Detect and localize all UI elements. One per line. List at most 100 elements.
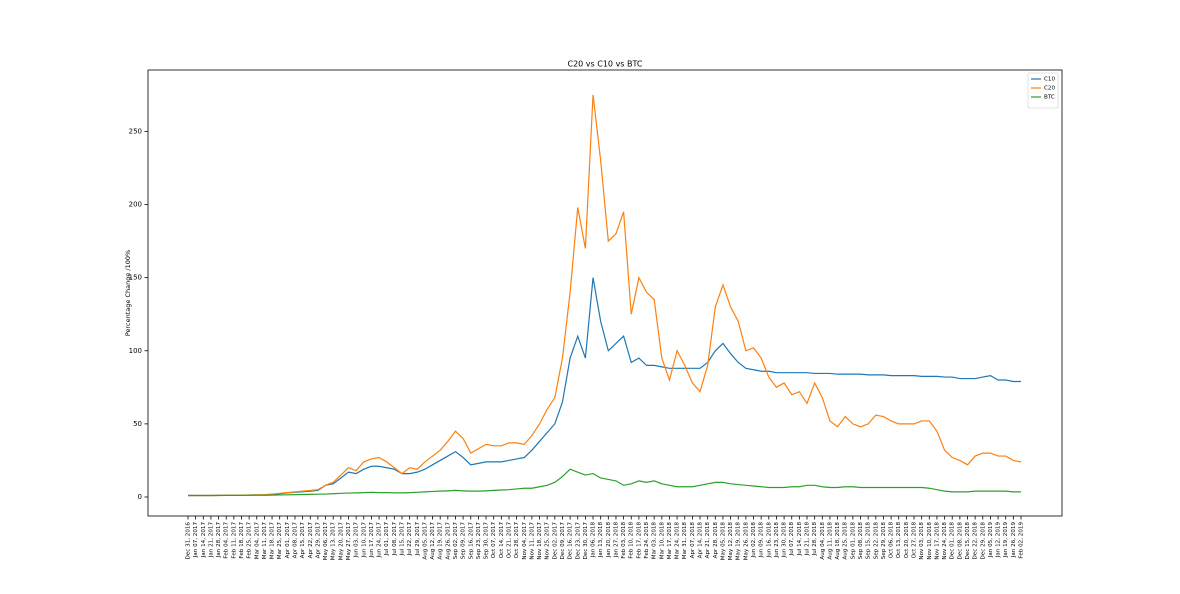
x-tick-label: Jul 15, 2017 — [399, 522, 405, 557]
x-tick-label: Apr 01, 2017 — [285, 522, 291, 559]
x-tick-label: Dec 30, 2017 — [583, 522, 589, 560]
x-tick-label: Sep 02, 2017 — [453, 522, 459, 560]
x-tick-label: Jun 02, 2018 — [751, 522, 757, 559]
x-tick-label: Sep 22, 2018 — [873, 522, 879, 560]
plot-frame — [147, 69, 1063, 517]
y-tick-label: 250 — [129, 127, 142, 135]
x-tick-label: Mar 10, 2018 — [659, 522, 665, 560]
x-tick-label: Feb 25, 2017 — [247, 522, 253, 559]
x-tick-label: Jul 29, 2017 — [415, 522, 421, 557]
x-tick-label: Jan 14, 2017 — [201, 522, 207, 559]
x-tick-label: Aug 19, 2017 — [438, 522, 444, 560]
x-tick-label: Sep 23, 2017 — [476, 522, 482, 560]
x-tick-label: Oct 28, 2017 — [514, 522, 520, 559]
x-tick-label: Feb 11, 2017 — [231, 522, 237, 559]
x-tick-label: Mar 24, 2018 — [675, 522, 681, 560]
x-tick-label: Mar 17, 2018 — [667, 522, 673, 560]
x-tick-label: Jun 30, 2018 — [782, 522, 788, 559]
x-tick-label: Feb 03, 2018 — [621, 522, 627, 559]
x-tick-label: Sep 29, 2018 — [881, 522, 887, 560]
x-tick-label: Mar 25, 2017 — [277, 522, 283, 560]
x-tick-label: Jan 28, 2017 — [216, 522, 222, 559]
x-tick-label: Oct 21, 2017 — [506, 522, 512, 559]
x-tick-label: Jan 26, 2019 — [1011, 522, 1017, 559]
x-tick-label: Jul 07, 2018 — [789, 522, 795, 557]
x-tick-label: Apr 15, 2017 — [300, 522, 306, 559]
x-tick-label: Mar 18, 2017 — [270, 522, 276, 560]
x-tick-label: Feb 04, 2017 — [224, 522, 230, 559]
x-tick-label: Mar 31, 2018 — [682, 522, 688, 560]
x-tick-label: Aug 11, 2018 — [827, 522, 833, 560]
x-tick-label: Jul 22, 2017 — [407, 522, 413, 557]
x-tick-label: Nov 18, 2017 — [537, 522, 543, 560]
x-tick-label: Jul 01, 2017 — [384, 522, 390, 557]
chart-title: C20 vs C10 vs BTC — [568, 60, 643, 69]
x-tick-label: Nov 11, 2017 — [529, 522, 535, 560]
x-tick-label: Dec 08, 2018 — [957, 522, 963, 560]
x-tick-label: Dec 16, 2017 — [568, 522, 574, 560]
x-tick-label: Jun 03, 2017 — [354, 522, 360, 559]
x-tick-label: Sep 09, 2017 — [461, 522, 467, 560]
x-tick-label: Nov 03, 2018 — [919, 522, 925, 560]
x-tick-label: Apr 07, 2018 — [690, 522, 696, 559]
x-tick-label: Apr 14, 2018 — [698, 522, 704, 559]
x-tick-label: Feb 18, 2017 — [239, 522, 245, 559]
x-tick-label: Aug 05, 2017 — [422, 522, 428, 560]
x-tick-label: Feb 24, 2018 — [644, 522, 650, 559]
x-tick-label: Sep 15, 2018 — [866, 522, 872, 560]
line-series — [188, 277, 1021, 497]
x-tick-label: Dec 02, 2017 — [552, 522, 558, 560]
x-tick-label: Nov 10, 2018 — [927, 522, 933, 560]
x-tick-label: Jun 16, 2018 — [766, 522, 772, 559]
x-tick-label: May 26, 2018 — [743, 522, 749, 561]
x-tick-label: May 19, 2018 — [736, 522, 742, 561]
y-tick-label: 0 — [138, 493, 142, 501]
x-tick-label: Dec 22, 2018 — [973, 522, 979, 560]
x-tick-label: May 13, 2017 — [331, 522, 337, 561]
y-tick-label: 200 — [129, 201, 142, 209]
x-tick-label: Nov 17, 2018 — [934, 522, 940, 560]
x-tick-label: Jan 21, 2017 — [208, 522, 214, 559]
x-tick-label: Sep 30, 2017 — [484, 522, 490, 560]
x-tick-label: Oct 27, 2018 — [912, 522, 918, 559]
legend-label: C10 — [1044, 77, 1055, 83]
x-tick-label: Dec 09, 2017 — [560, 522, 566, 560]
x-tick-label: Jan 27, 2018 — [613, 522, 619, 559]
x-tick-label: Jan 12, 2019 — [996, 522, 1002, 559]
x-tick-label: Dec 31, 2016 — [186, 522, 192, 560]
x-tick-label: Jul 28, 2018 — [812, 522, 818, 557]
x-tick-label: Jun 17, 2017 — [369, 522, 375, 559]
x-tick-label: Jan 07, 2017 — [193, 522, 199, 559]
x-tick-label: Jul 14, 2018 — [797, 522, 803, 557]
x-tick-label: Jun 10, 2017 — [361, 522, 367, 559]
line-series — [188, 468, 1021, 497]
x-tick-label: Mar 04, 2017 — [254, 522, 260, 560]
x-tick-label: Aug 25, 2018 — [843, 522, 849, 560]
x-tick-label: Sep 16, 2017 — [468, 522, 474, 560]
x-tick-label: Dec 15, 2018 — [965, 522, 971, 560]
x-tick-label: Sep 01, 2018 — [850, 522, 856, 560]
x-tick-label: Jun 24, 2017 — [377, 522, 383, 559]
x-tick-label: Nov 24, 2018 — [942, 522, 948, 560]
x-tick-label: Apr 08, 2017 — [292, 522, 298, 559]
x-tick-label: Jun 23, 2018 — [774, 522, 780, 559]
x-tick-label: May 05, 2018 — [720, 522, 726, 561]
x-tick-label: Jan 19, 2019 — [1003, 522, 1009, 559]
x-tick-label: Feb 10, 2018 — [629, 522, 635, 559]
x-tick-label: Aug 18, 2018 — [835, 522, 841, 560]
x-tick-label: Feb 02, 2019 — [1019, 522, 1025, 559]
x-tick-label: Oct 06, 2018 — [889, 522, 895, 559]
legend-label: C20 — [1044, 86, 1055, 92]
legend-label: BTC — [1044, 95, 1055, 101]
x-tick-label: Oct 14, 2017 — [499, 522, 505, 559]
x-tick-label: May 27, 2017 — [346, 522, 352, 561]
legend-box — [1027, 72, 1059, 109]
x-tick-label: Jan 13, 2018 — [598, 522, 604, 559]
x-tick-label: Nov 04, 2017 — [522, 522, 528, 560]
x-tick-label: Jan 20, 2018 — [606, 522, 612, 559]
x-tick-label: Apr 28, 2018 — [713, 522, 719, 559]
y-tick-label: 50 — [133, 420, 142, 428]
line-series — [188, 94, 1022, 497]
